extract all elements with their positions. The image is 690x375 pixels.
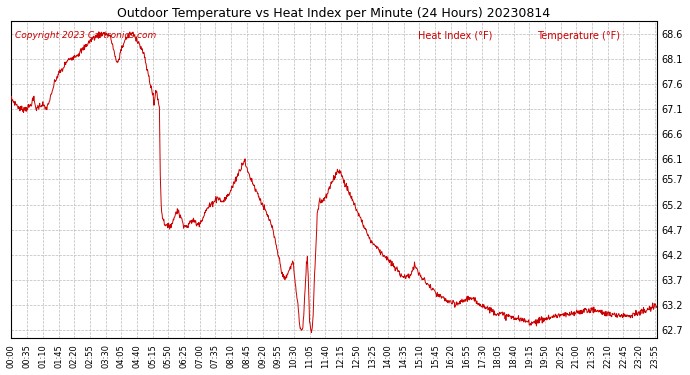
Text: Copyright 2023 Cartronics.com: Copyright 2023 Cartronics.com bbox=[14, 31, 156, 40]
Title: Outdoor Temperature vs Heat Index per Minute (24 Hours) 20230814: Outdoor Temperature vs Heat Index per Mi… bbox=[117, 7, 551, 20]
Text: Temperature (°F): Temperature (°F) bbox=[538, 31, 620, 40]
Text: Heat Index (°F): Heat Index (°F) bbox=[418, 31, 492, 40]
